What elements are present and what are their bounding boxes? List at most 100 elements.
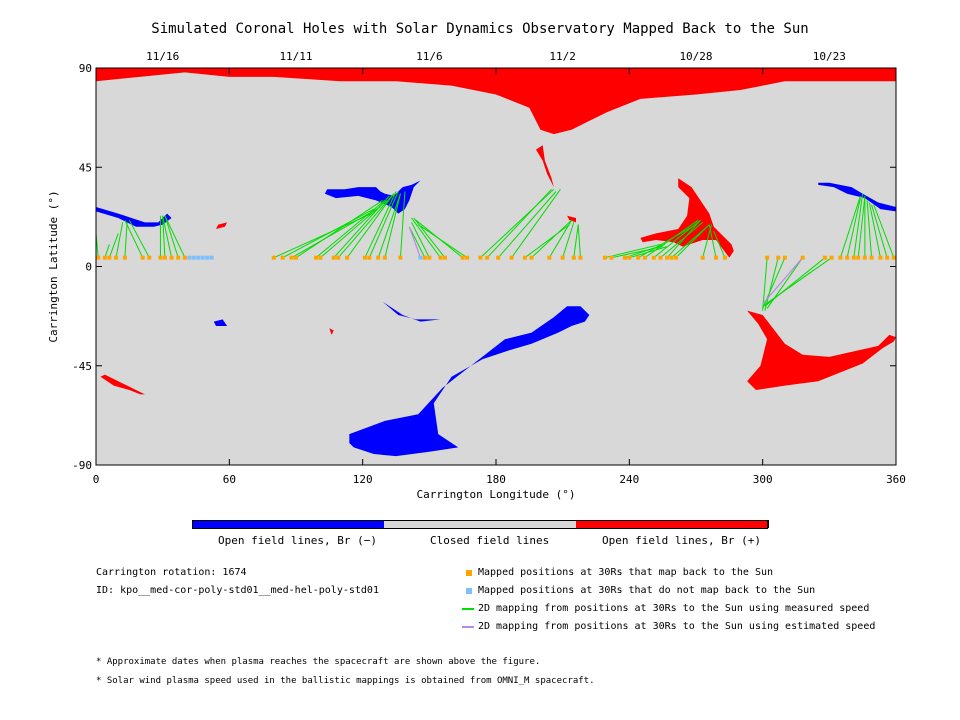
mapped-point-1 [102, 255, 107, 260]
measured-mapping-line-48 [653, 219, 701, 259]
mapped-point-61 [829, 255, 834, 260]
mapped-point-53 [700, 255, 705, 260]
measured-mapping-line-33 [486, 188, 552, 259]
unmapped-point-1 [191, 255, 196, 260]
mapped-point-70 [891, 255, 896, 260]
measured-mapping-line-1 [104, 244, 110, 258]
measured-mapping-line-14 [291, 206, 381, 259]
measured-mapping-line-10 [164, 215, 179, 258]
mapped-point-15 [294, 255, 298, 260]
measured-mapping-line-63 [846, 198, 861, 258]
measured-mapping-line-24 [384, 193, 401, 258]
mapped-point-14 [289, 255, 294, 260]
mapped-point-2 [107, 255, 112, 260]
measured-mapping-line-47 [644, 219, 699, 259]
mapped-point-16 [314, 255, 318, 260]
positive-coronal-hole-2 [640, 178, 734, 258]
measured-mapping-line-67 [866, 200, 873, 258]
mapped-point-37 [529, 255, 534, 260]
mapped-point-52 [674, 255, 678, 260]
measured-mapping-line-42 [604, 243, 661, 259]
negative-coronal-hole-5 [349, 306, 590, 457]
mapped-point-41 [578, 255, 583, 260]
negative-coronal-hole-2 [818, 182, 896, 212]
colorbar-frame [192, 520, 768, 529]
legend-unmapped: Mapped positions at 30Rs that do not map… [466, 585, 815, 596]
mapped-point-26 [422, 255, 427, 260]
measured-mapping-line-6 [128, 219, 150, 258]
mapped-point-32 [478, 255, 483, 260]
closed-field-background [96, 68, 896, 465]
positive-coronal-hole-0 [96, 68, 896, 135]
mapped-point-23 [376, 255, 381, 260]
mapped-point-68 [878, 255, 883, 260]
measured-mapping-line-62 [839, 195, 861, 258]
note-speed: * Solar wind plasma speed used in the ba… [96, 676, 595, 686]
mapped-point-49 [658, 255, 663, 260]
measured-mapping-line-57 [764, 257, 779, 311]
mapped-point-33 [485, 255, 490, 260]
measured-mapping-line-56 [762, 257, 768, 311]
measured-mapping-line-28 [411, 217, 441, 258]
legend-unmapped-swatch [466, 588, 472, 594]
measured-mapping-line-11 [164, 215, 186, 258]
date-label-3: 11/2 [549, 50, 576, 63]
x-axis-label: Carrington Longitude (°) [417, 488, 576, 501]
colorbar-negative [192, 520, 384, 528]
mapped-point-31 [465, 255, 470, 260]
measured-mapping-line-19 [337, 193, 395, 259]
y-tick-label-2: 0 [85, 261, 92, 274]
mapped-point-60 [822, 255, 827, 260]
measured-mapping-line-31 [417, 224, 468, 259]
date-label-4: 10/28 [679, 50, 712, 63]
measured-mapping-line-3 [115, 222, 124, 258]
colorbar-label-negative: Open field lines, Br (−) [218, 534, 377, 547]
mapped-point-9 [169, 255, 174, 260]
measured-mapping-line-40 [573, 224, 579, 258]
y-tick-label-4: -90 [72, 459, 92, 472]
x-tick-label-0: 0 [93, 473, 100, 486]
legend-mapped: Mapped positions at 30Rs that map back t… [466, 567, 773, 578]
mapped-point-44 [622, 255, 627, 260]
measured-mapping-line-20 [346, 193, 395, 258]
x-tick-label-3: 180 [486, 473, 506, 486]
mapped-point-7 [158, 255, 163, 260]
positive-coronal-hole-1 [536, 145, 554, 188]
positive-coronal-hole-4 [100, 374, 145, 395]
rotation-text: Carrington rotation: 1674 [96, 567, 247, 578]
y-tick-label-0: 90 [79, 62, 92, 75]
unmapped-point-4 [205, 255, 210, 260]
mapped-point-19 [336, 255, 341, 260]
measured-mapping-line-55 [713, 231, 726, 258]
measured-mapping-line-15 [295, 199, 383, 259]
mapped-point-39 [560, 255, 565, 260]
measured-mapping-line-68 [868, 202, 881, 258]
mapped-point-29 [442, 255, 447, 260]
mapped-point-6 [147, 255, 152, 260]
y-tick-label-3: -45 [72, 360, 92, 373]
positive-coronal-hole-7 [567, 215, 576, 223]
x-tick-label-4: 240 [619, 473, 639, 486]
mapped-point-51 [669, 255, 674, 260]
measured-mapping-line-65 [857, 195, 866, 258]
legend-measured-swatch [462, 608, 474, 610]
mapped-point-0 [96, 255, 101, 260]
mapped-point-56 [765, 255, 770, 260]
unmapped-point-0 [187, 255, 192, 260]
measured-mapping-line-27 [411, 222, 430, 258]
note-dates: * Approximate dates when plasma reaches … [96, 657, 541, 667]
mapped-point-24 [382, 255, 387, 260]
chart-title: Simulated Coronal Holes with Solar Dynam… [151, 21, 809, 37]
measured-mapping-line-70 [873, 204, 895, 258]
negative-coronal-hole-4 [213, 319, 228, 327]
measured-mapping-line-69 [871, 204, 888, 258]
mapped-point-48 [651, 255, 656, 260]
measured-mapping-line-52 [675, 224, 710, 259]
mapped-point-25 [398, 255, 403, 260]
measured-mapping-line-2 [108, 233, 119, 258]
mapped-point-4 [122, 255, 127, 260]
measured-mapping-line-13 [282, 208, 375, 259]
positive-coronal-hole-6 [329, 328, 334, 335]
legend-estimated: 2D mapping from positions at 30Rs to the… [462, 621, 875, 632]
measured-mapping-line-4 [124, 222, 128, 258]
